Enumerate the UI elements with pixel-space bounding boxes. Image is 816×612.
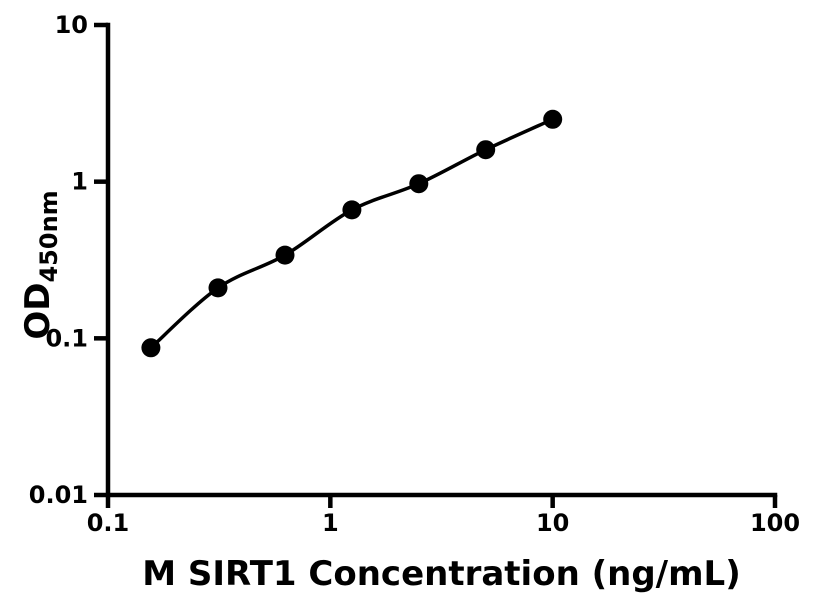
y-axis-title: OD450nm <box>13 165 63 365</box>
data-point <box>275 245 295 265</box>
y-tick-label: 10 <box>55 11 88 39</box>
data-point <box>208 278 228 298</box>
data-point <box>141 338 161 358</box>
data-point <box>476 140 496 160</box>
y-tick-label: 0.01 <box>29 481 88 509</box>
data-point <box>543 109 563 129</box>
x-axis-title: M SIRT1 Concentration (ng/mL) <box>142 554 741 594</box>
data-point <box>342 200 362 220</box>
y-tick-label: 0.1 <box>45 324 88 352</box>
x-tick-label: 10 <box>536 509 569 537</box>
y-tick-label: 1 <box>71 168 88 196</box>
x-tick-label: 1 <box>322 509 339 537</box>
x-tick-label: 100 <box>750 509 800 537</box>
y-axis-title-main: OD <box>18 282 58 340</box>
y-axis-title-subscript: 450nm <box>34 190 63 283</box>
x-tick-label: 0.1 <box>87 509 130 537</box>
axes <box>105 22 778 498</box>
data-point <box>409 174 429 194</box>
